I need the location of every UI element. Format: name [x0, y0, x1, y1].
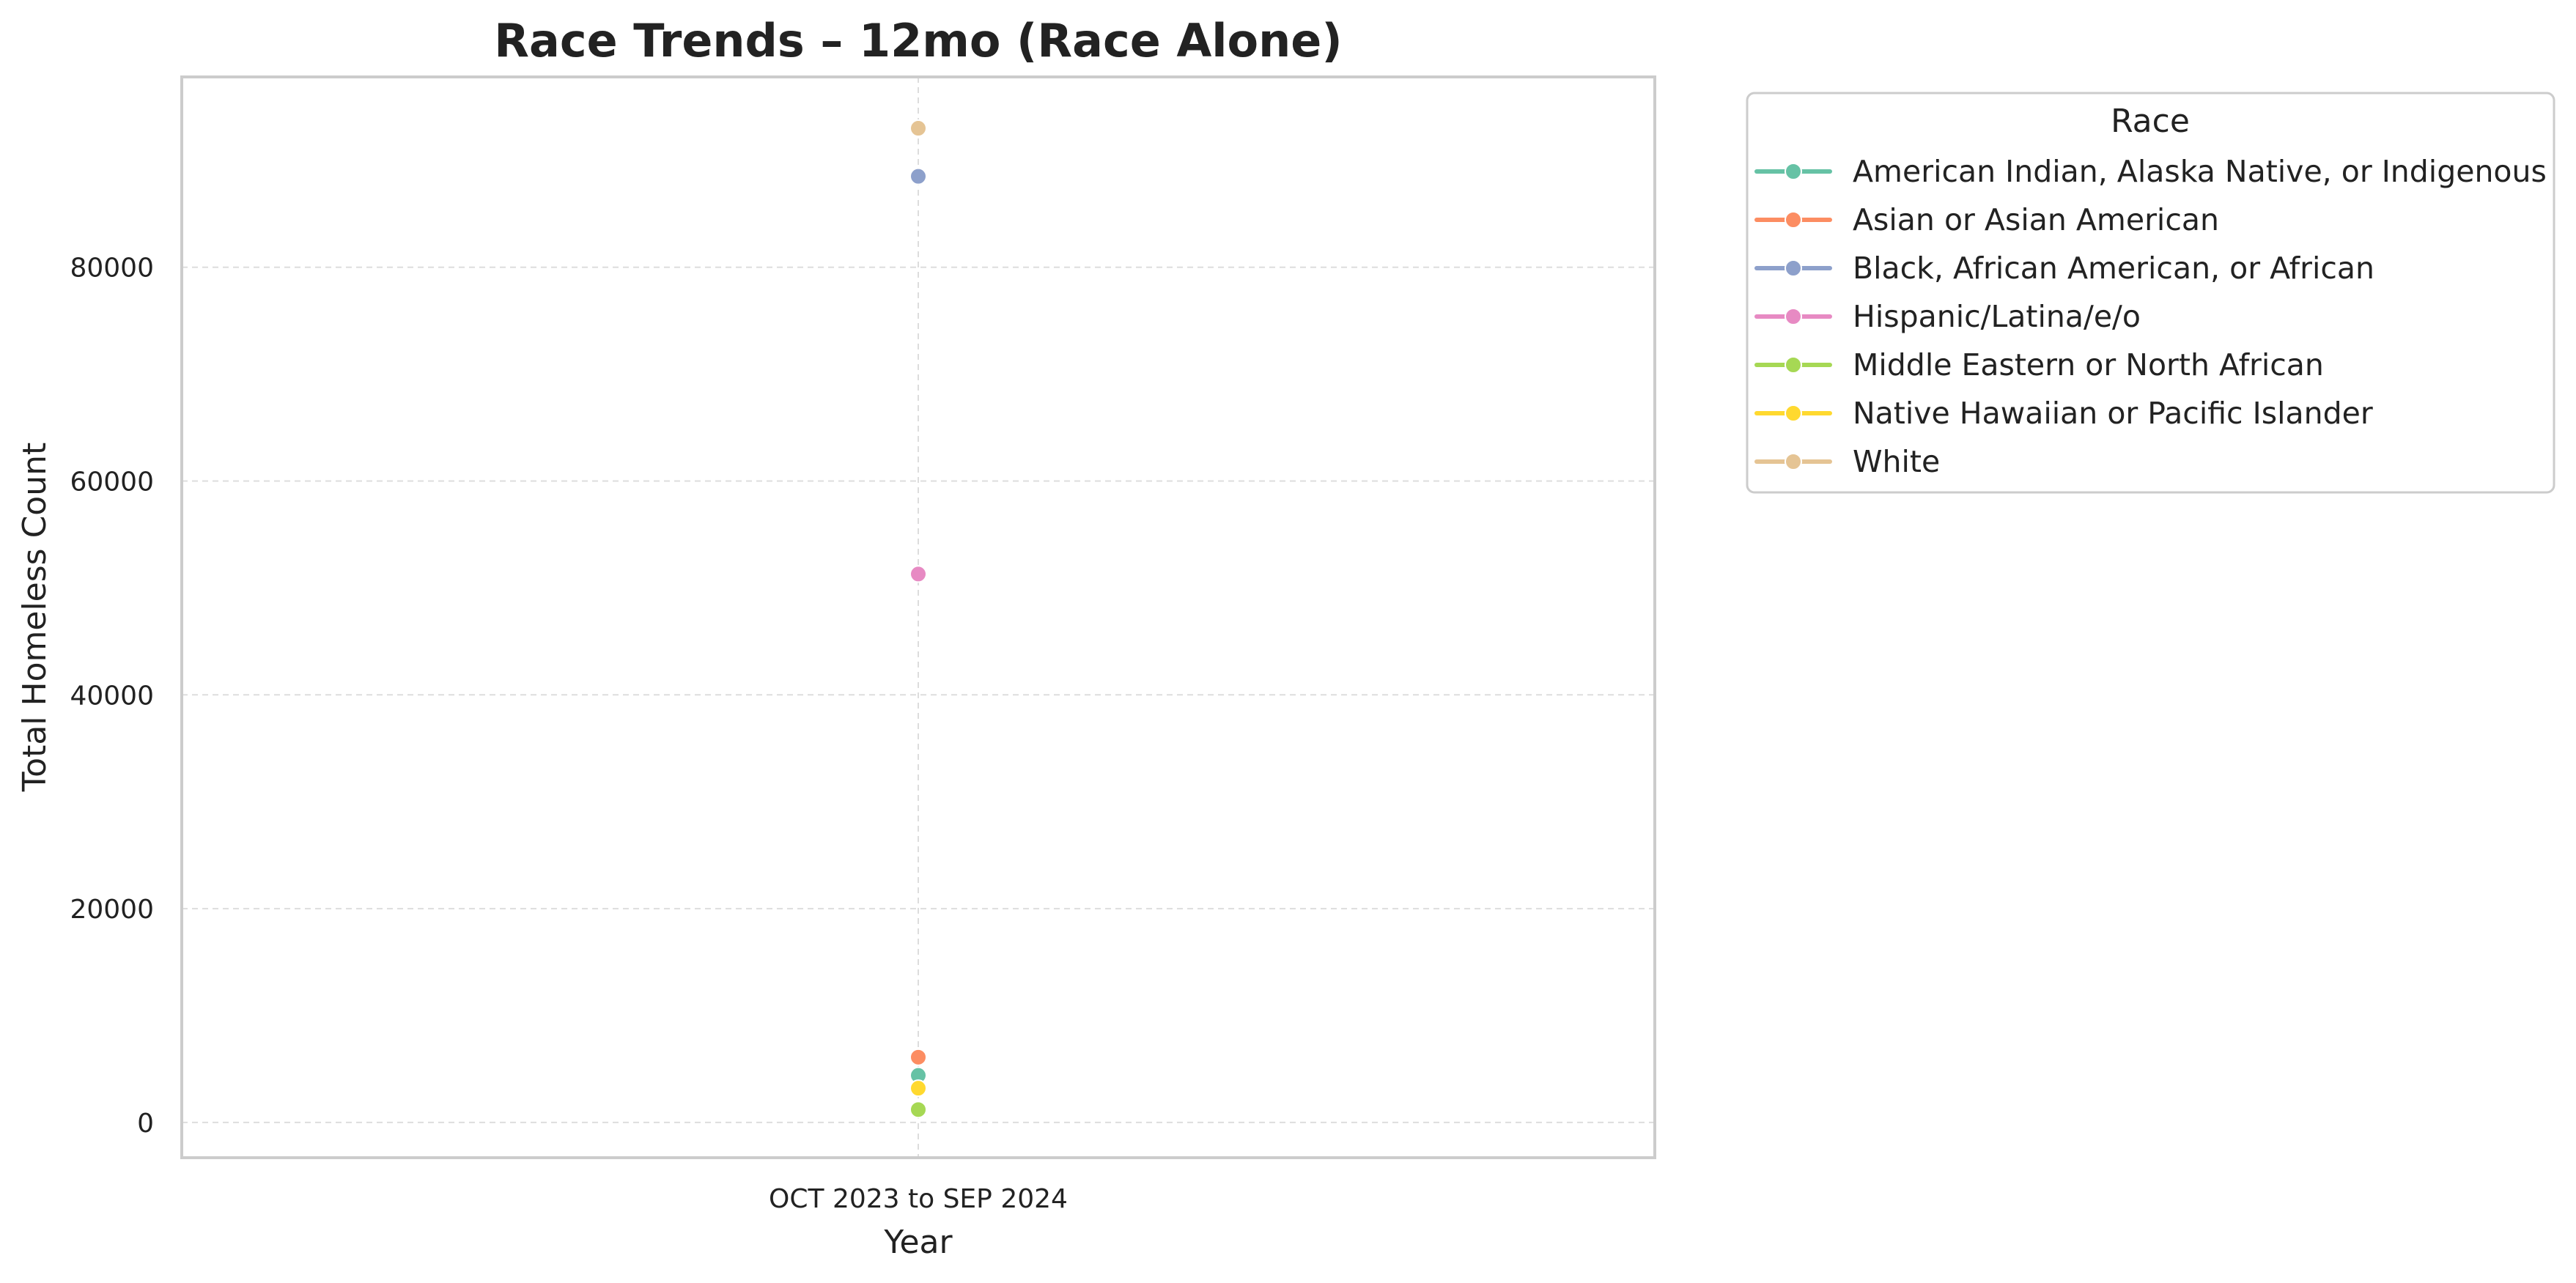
chart-title: Race Trends – 12mo (Race Alone) — [494, 14, 1342, 67]
legend-item: Middle Eastern or North African — [1754, 347, 2324, 382]
x-axis-label: Year — [883, 1224, 953, 1261]
y-tick-label: 20000 — [70, 895, 154, 925]
grid-layer — [182, 77, 1655, 1158]
y-axis-label: Total Homeless Count — [16, 443, 53, 792]
legend-item: American Indian, Alaska Native, or Indig… — [1754, 154, 2547, 189]
legend-item: Black, African American, or African — [1754, 251, 2374, 286]
legend-marker-swatch — [1785, 163, 1802, 180]
legend-label: Native Hawaiian or Pacific Islander — [1853, 396, 2373, 431]
y-axis-ticks: 0 20000 40000 60000 80000 — [70, 254, 154, 1139]
data-point — [909, 167, 927, 185]
y-tick-label: 0 — [137, 1109, 154, 1139]
y-tick-label: 60000 — [70, 467, 154, 497]
legend-marker-swatch — [1785, 308, 1802, 325]
legend-item: Asian or Asian American — [1754, 202, 2219, 237]
plot-area-frame — [180, 75, 1656, 1159]
legend-item: White — [1754, 444, 1940, 479]
data-point — [909, 565, 927, 583]
legend-item: Native Hawaiian or Pacific Islander — [1754, 396, 2373, 431]
legend-label: Asian or Asian American — [1853, 202, 2219, 237]
legend-marker-swatch — [1785, 259, 1802, 277]
x-tick-label: OCT 2023 to SEP 2024 — [769, 1184, 1068, 1214]
data-point — [909, 119, 927, 138]
data-point — [909, 1101, 927, 1119]
legend-label: Middle Eastern or North African — [1853, 347, 2324, 382]
legend: Race American Indian, Alaska Native, or … — [1746, 92, 2555, 494]
legend-title: Race — [2111, 103, 2190, 140]
legend-marker-swatch — [1785, 211, 1802, 229]
legend-marker-swatch — [1785, 356, 1802, 374]
legend-item: Hispanic/Latina/e/o — [1754, 299, 2141, 334]
legend-marker-swatch — [1785, 404, 1802, 422]
legend-items: American Indian, Alaska Native, or Indig… — [1754, 154, 2547, 479]
legend-marker-swatch — [1785, 453, 1802, 470]
y-tick-label: 40000 — [70, 681, 154, 711]
x-axis-ticks: OCT 2023 to SEP 2024 — [769, 1184, 1068, 1214]
legend-box — [1746, 92, 2555, 494]
data-points — [909, 119, 927, 1119]
data-point — [909, 1048, 927, 1066]
legend-label: Hispanic/Latina/e/o — [1853, 299, 2141, 334]
data-point — [909, 1079, 927, 1098]
y-tick-label: 80000 — [70, 254, 154, 284]
legend-label: White — [1853, 444, 1940, 479]
legend-label: Black, African American, or African — [1853, 251, 2374, 286]
legend-label: American Indian, Alaska Native, or Indig… — [1853, 154, 2547, 189]
